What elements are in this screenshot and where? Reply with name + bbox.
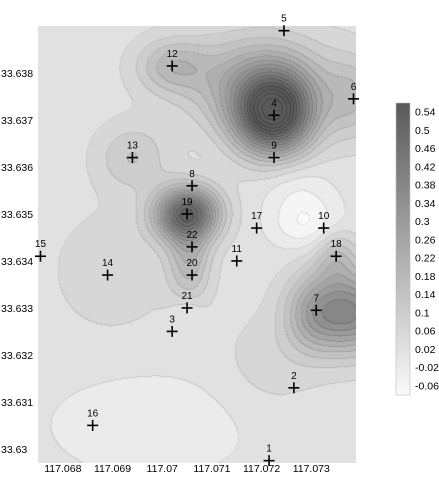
station-marker: 22 (186, 230, 198, 253)
y-tick-label: 33.63 (1, 444, 27, 456)
station-marker: 20 (186, 258, 198, 281)
x-tick-label: 117.07 (147, 463, 178, 475)
colorbar-labels: 0.54 0.5 0.46 0.42 0.38 0.34 0.3 0.26 0.22 0.18 0.… (415, 107, 439, 393)
station-label: 7 (313, 293, 319, 304)
station-label: 20 (186, 258, 198, 269)
station-marker: 12 (167, 49, 179, 72)
station-label: 13 (127, 141, 139, 152)
station-label: 15 (35, 239, 47, 250)
x-tick-label: 117.073 (293, 463, 330, 475)
colorbar-border (395, 102, 411, 396)
colorbar-label: 0.5 (415, 125, 430, 137)
y-tick-label: 33.638 (1, 68, 33, 80)
colorbar-label: 0.02 (415, 344, 436, 356)
station-marker: 16 (87, 408, 99, 431)
station-marker: 15 (35, 239, 47, 262)
station-marker: 21 (182, 291, 194, 314)
x-tick-label: 117.068 (44, 463, 81, 475)
plot-area (38, 26, 356, 463)
station-marker: 7 (310, 293, 322, 316)
colorbar: 0.54 0.5 0.46 0.42 0.38 0.34 0.3 0.26 0.22 0.18 0.… (395, 102, 439, 396)
station-marker: 1 (263, 444, 275, 467)
y-tick-label: 33.633 (1, 303, 33, 315)
colorbar-label: 0.34 (415, 198, 436, 210)
y-tick-label: 33.637 (1, 115, 33, 127)
colorbar-label: 0.38 (415, 180, 436, 192)
station-label: 6 (351, 82, 357, 93)
station-marker: 19 (182, 197, 194, 220)
station-marker: 9 (268, 141, 280, 164)
station-label: 18 (331, 239, 343, 250)
x-tick-label: 117.072 (243, 463, 280, 475)
colorbar-label: 0.54 (415, 107, 436, 119)
colorbar-label: 0.22 (415, 253, 436, 265)
station-label: 5 (281, 14, 287, 25)
x-tick-label: 117.069 (94, 463, 131, 475)
y-tick-label: 33.631 (1, 397, 33, 409)
station-label: 16 (87, 408, 99, 419)
station-label: 2 (291, 371, 297, 382)
colorbar-label: 0.14 (415, 289, 436, 301)
colorbar-gradient (396, 103, 410, 395)
station-marker: 13 (127, 141, 139, 164)
y-tick-label: 33.635 (1, 209, 33, 221)
station-marker: 18 (331, 239, 343, 262)
station-marker: 14 (102, 258, 114, 281)
station-label: 12 (167, 49, 179, 60)
contour-field (38, 26, 356, 463)
station-label: 21 (182, 291, 194, 302)
station-label: 3 (169, 314, 175, 325)
station-marker: 5 (278, 14, 290, 37)
station-marker: 2 (288, 371, 300, 394)
y-axis-ticks: 33.63 33.631 33.632 33.633 33.634 33.635 33.63… (1, 68, 33, 456)
colorbar-label: 0.3 (415, 216, 430, 228)
colorbar-label: 0.1 (415, 307, 430, 319)
station-marker: 11 (231, 244, 243, 267)
station-label: 4 (271, 98, 277, 109)
station-label: 11 (232, 244, 243, 255)
y-tick-label: 33.636 (1, 162, 33, 174)
colorbar-label: -0.06 (415, 380, 439, 392)
y-tick-label: 33.632 (1, 350, 33, 362)
y-tick-label: 33.634 (1, 256, 33, 268)
station-marker: 3 (166, 314, 178, 337)
station-label: 10 (318, 211, 330, 222)
colorbar-label: 0.06 (415, 326, 436, 338)
colorbar-label: 0.26 (415, 234, 436, 246)
station-marker: 4 (268, 98, 280, 121)
x-axis-ticks: 117.068 117.069 117.07 117.071 117.072 117.07… (44, 463, 330, 475)
colorbar-label: 0.46 (415, 143, 436, 155)
station-marker: 8 (186, 169, 198, 192)
station-label: 17 (251, 211, 263, 222)
station-marker: 6 (348, 82, 360, 105)
colorbar-label: 0.42 (415, 161, 436, 173)
colorbar-label: 0.18 (415, 271, 436, 283)
station-label: 9 (271, 141, 277, 152)
station-label: 22 (186, 230, 198, 241)
station-marker: 10 (318, 211, 330, 234)
x-tick-label: 117.071 (193, 463, 230, 475)
station-label: 14 (102, 258, 114, 269)
station-marker: 17 (251, 211, 263, 234)
colorbar-label: -0.02 (415, 362, 439, 374)
station-label: 8 (189, 169, 195, 180)
station-label: 1 (266, 444, 272, 455)
station-label: 19 (182, 197, 194, 208)
